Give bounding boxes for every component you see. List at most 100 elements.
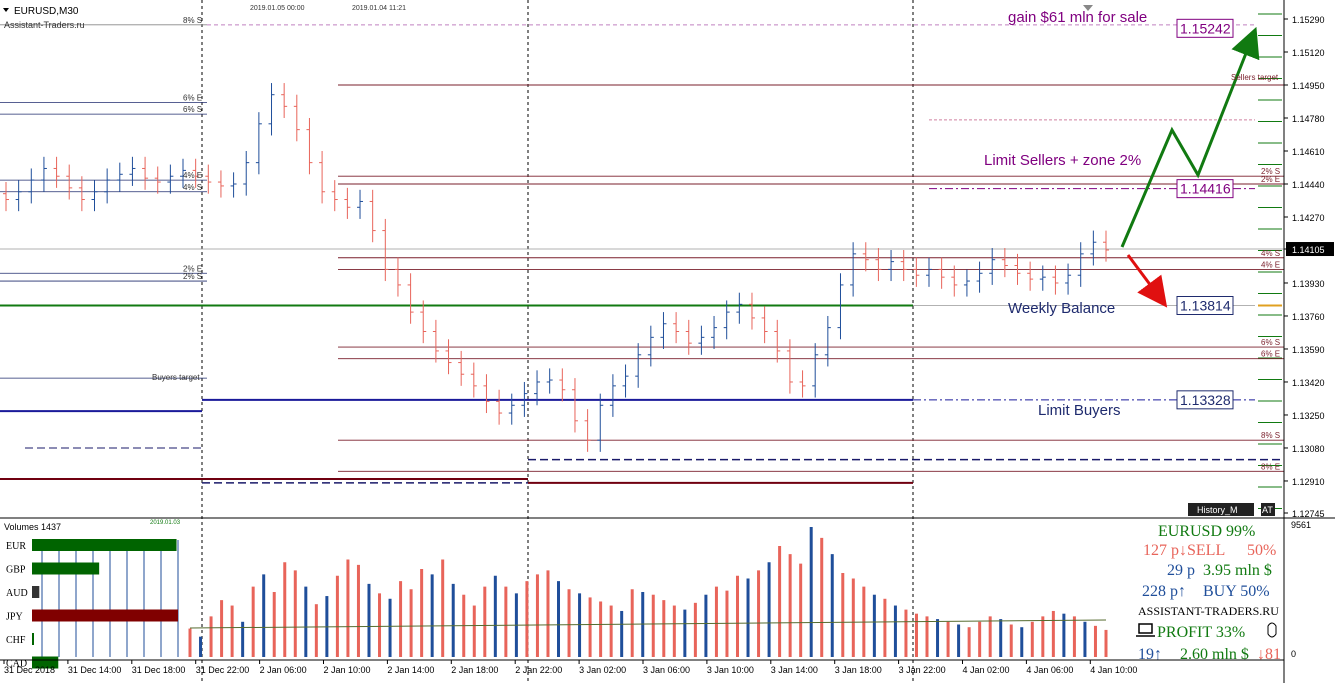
right-level-label-5: 6% E (1261, 350, 1280, 359)
forecast-arrows (1120, 26, 1260, 308)
currency-bar-jpy (32, 609, 178, 622)
gain-annotation: gain $61 mln for sale (1008, 9, 1147, 26)
green-forecast-arrow (1120, 26, 1260, 248)
y-tick-label-10: 1.13590 (1292, 345, 1325, 355)
right-level-label-3: 4% E (1261, 260, 1280, 269)
currency-bar-gbp (32, 562, 100, 575)
x-tick-label-7: 2 Jan 18:00 (451, 665, 498, 675)
y-tick-label-15: 1.12745 (1292, 509, 1325, 519)
x-tick-label-4: 2 Jan 06:00 (260, 665, 307, 675)
buyers-target-label: Buyers target (152, 373, 200, 382)
y-tick-label-3: 1.14780 (1292, 114, 1325, 124)
price-levels (0, 24, 1284, 484)
time-axis: 31 Dec 2018 31 Dec 14:00 31 Dec 18:00 31 De… (0, 659, 1284, 675)
right-level-label-4: 6% S (1261, 338, 1280, 347)
x-tick-label-14: 3 Jan 22:00 (899, 665, 946, 675)
x-tick-label-15: 4 Jan 02:00 (963, 665, 1010, 675)
red-forecast-arrow (1126, 254, 1168, 308)
price-box-label-0: 1.15242 (1180, 20, 1231, 36)
left-level-label-5: 2% E (183, 264, 202, 273)
svg-text:AT: AT (1262, 505, 1273, 515)
weekly-balance-annotation: Weekly Balance (1008, 300, 1115, 317)
x-tick-label-10: 3 Jan 06:00 (643, 665, 690, 675)
currency-bar-eur (32, 539, 177, 551)
right-level-label-2: 4% S (1261, 249, 1280, 258)
currency-strength-panel: EUR GBP AUD JPY CHF CAD (6, 539, 179, 670)
volumes-scale-max: 9561 (1291, 520, 1311, 530)
volume-average-line (189, 619, 1107, 629)
y-tick-label-1: 1.15120 (1292, 48, 1325, 58)
currency-bar-chf (32, 633, 34, 645)
currency-code-jpy: JPY (6, 612, 23, 623)
at-button[interactable]: AT (1261, 503, 1275, 516)
price-box-1 (1176, 179, 1234, 199)
left-level-label-2: 6% S (183, 105, 202, 114)
price-box-label-2: 1.13814 (1180, 298, 1231, 314)
mouse-icon (1267, 622, 1277, 638)
x-tick-label-17: 4 Jan 10:00 (1090, 665, 1137, 675)
x-tick-label-3: 31 Dec 22:00 (196, 665, 250, 675)
y-tick-label-4: 1.14610 (1292, 147, 1325, 157)
x-tick-label-6: 2 Jan 14:00 (387, 665, 434, 675)
y-tick-label-12: 1.13250 (1292, 411, 1325, 421)
price-box-3 (1176, 390, 1234, 410)
currency-code-eur: EUR (6, 541, 26, 552)
svg-text:History_M: History_M (1197, 505, 1238, 515)
left-level-label-1: 6% E (183, 93, 202, 102)
x-tick-label-0: 31 Dec 2018 (4, 665, 55, 675)
y-tick-label-14: 1.12910 (1292, 477, 1325, 487)
chart-menu-triangle-icon[interactable] (3, 8, 9, 12)
currency-bar-aud (32, 586, 40, 598)
x-tick-label-12: 3 Jan 14:00 (771, 665, 818, 675)
info-line-volume: 3.95 mln $ (1203, 562, 1272, 579)
info-line-mln: 2.60 mln $ (1180, 646, 1249, 663)
y-tick-label-9: 1.13760 (1292, 312, 1325, 322)
left-level-label-0: 8% S (183, 16, 202, 25)
current-price-tag (1286, 242, 1334, 257)
volumes-date-label: 2019.01.03 (150, 520, 181, 526)
left-level-label-3: 4% E (183, 171, 202, 180)
history-m-button[interactable]: History_M (1188, 503, 1254, 516)
y-tick-label-5: 1.14440 (1292, 180, 1325, 190)
info-line-up: 19↑ (1138, 646, 1162, 663)
info-panel: EURUSD 99% 127 p↓SELL 50% 29 p 3.95 mln … (1136, 523, 1281, 663)
left-level-label-6: 2% S (183, 272, 202, 281)
current-price-label: 1.14105 (1292, 245, 1325, 255)
shift-marker-icon[interactable] (1083, 5, 1093, 11)
vline-label-1: 2019.01.05 00:00 (250, 5, 305, 12)
x-tick-label-5: 2 Jan 10:00 (324, 665, 371, 675)
x-tick-label-1: 31 Dec 14:00 (68, 665, 122, 675)
x-tick-label-2: 31 Dec 18:00 (132, 665, 186, 675)
vline-label-2: 2019.01.04 11:21 (352, 5, 406, 12)
y-tick-label-2: 1.14950 (1292, 81, 1325, 91)
limit-sellers-annotation: Limit Sellers + zone 2% (984, 152, 1141, 169)
volumes-title: Volumes 1437 (4, 522, 61, 532)
laptop-icon (1138, 623, 1153, 634)
currency-code-cad: CAD (6, 659, 27, 670)
currency-code-gbp: GBP (6, 565, 26, 576)
watermark-label: Assistant-Traders.ru (4, 20, 85, 30)
candlestick-series (3, 83, 1109, 452)
x-tick-label-9: 3 Jan 02:00 (579, 665, 626, 675)
sellers-target-label: Sellers target (1231, 73, 1279, 82)
level-labels: 8% S6% E6% S4% E4% S2% E2% S2% S2% E4% S… (183, 16, 1280, 471)
price-box-label-1: 1.14416 (1180, 181, 1231, 197)
right-level-label-1: 2% E (1261, 175, 1280, 184)
price-boxes: 1.15242 1.14416 1.13814 1.13328 (1176, 18, 1234, 410)
info-line-sell: 127 p↓SELL (1143, 542, 1225, 559)
y-tick-label-8: 1.13930 (1292, 279, 1325, 289)
info-line-buy-points: 228 p↑ (1142, 583, 1186, 600)
volumes-scale-min: 0 (1291, 649, 1296, 659)
chart-title: EURUSD,M30 (14, 6, 79, 17)
currency-code-aud: AUD (6, 588, 28, 599)
info-line-sell-pct: 50% (1247, 542, 1276, 559)
right-level-label-0: 2% S (1261, 167, 1280, 176)
limit-buyers-annotation: Limit Buyers (1038, 402, 1121, 419)
x-tick-label-16: 4 Jan 06:00 (1026, 665, 1073, 675)
x-tick-label-11: 3 Jan 10:00 (707, 665, 754, 675)
currency-code-chf: CHF (6, 635, 26, 646)
info-line-profit: PROFIT 33% (1157, 624, 1245, 641)
price-box-0 (1176, 18, 1234, 38)
x-tick-label-8: 2 Jan 22:00 (515, 665, 562, 675)
